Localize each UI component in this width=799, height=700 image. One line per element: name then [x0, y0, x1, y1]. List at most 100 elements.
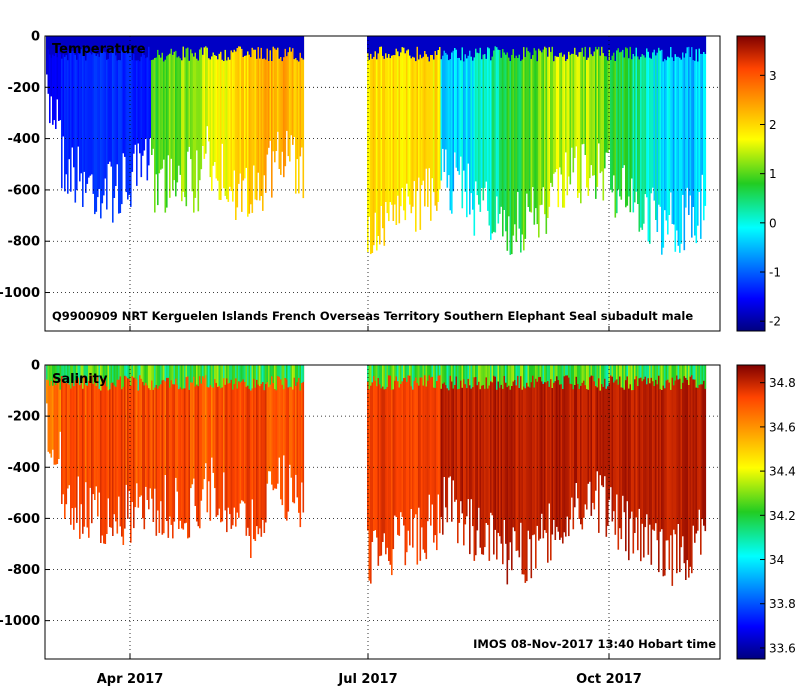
heatmap-surface-cell	[503, 365, 506, 376]
heatmap-surface-cell	[658, 365, 660, 376]
heatmap-column	[127, 365, 129, 519]
heatmap-column	[148, 36, 150, 166]
heatmap-column	[214, 365, 216, 489]
heatmap-column	[175, 365, 177, 478]
heatmap-column	[529, 365, 531, 540]
heatmap-column	[458, 365, 461, 523]
heatmap-column	[86, 365, 89, 528]
salinity-x-ticks	[129, 654, 610, 659]
heatmap-column	[565, 365, 567, 537]
heatmap-column	[401, 36, 404, 188]
heatmap-column	[200, 365, 203, 501]
heatmap-column	[139, 365, 141, 497]
heatmap-surface-cell	[661, 365, 663, 390]
heatmap-column	[629, 36, 632, 213]
heatmap-surface-cell	[91, 365, 93, 376]
heatmap-surface-cell	[68, 36, 71, 52]
heatmap-surface-cell	[149, 36, 152, 61]
heatmap-surface-cell	[476, 36, 479, 53]
heatmap-surface-cell	[134, 36, 137, 61]
heatmap-surface-cell	[238, 36, 240, 47]
heatmap-surface-cell	[428, 365, 431, 376]
heatmap-surface-cell	[272, 365, 275, 383]
heatmap-surface-cell	[370, 36, 372, 54]
heatmap-column	[206, 36, 209, 127]
heatmap-surface-cell	[383, 36, 386, 59]
heatmap-surface-cell	[403, 36, 405, 48]
heatmap-column	[455, 365, 458, 500]
heatmap-column	[574, 365, 576, 508]
heatmap-surface-cell	[233, 36, 236, 50]
heatmap-surface-cell	[131, 365, 134, 377]
heatmap-surface-cell	[617, 36, 620, 49]
heatmap-column	[247, 36, 249, 217]
heatmap-surface-cell	[679, 36, 681, 58]
heatmap-surface-cell	[272, 36, 275, 47]
heatmap-column	[562, 365, 564, 544]
heatmap-column	[298, 365, 300, 513]
heatmap-column	[515, 36, 518, 242]
heatmap-column	[691, 365, 693, 574]
heatmap-column	[536, 365, 539, 526]
heatmap-column	[265, 365, 267, 523]
heatmap-surface-cell	[562, 36, 564, 57]
heatmap-surface-cell	[220, 36, 222, 52]
heatmap-surface-cell	[475, 36, 477, 49]
heatmap-column	[160, 365, 162, 502]
heatmap-surface-cell	[85, 36, 87, 61]
heatmap-column	[182, 365, 185, 530]
heatmap-column	[521, 36, 524, 235]
heatmap-surface-cell	[284, 36, 287, 49]
heatmap-surface-cell	[469, 365, 471, 386]
heatmap-column	[265, 36, 267, 193]
heatmap-surface-cell	[379, 365, 381, 385]
heatmap-column	[508, 36, 510, 217]
heatmap-column	[590, 365, 593, 516]
heatmap-surface-cell	[62, 36, 65, 55]
heatmap-column	[212, 365, 215, 473]
heatmap-column	[134, 36, 137, 145]
heatmap-surface-cell	[373, 365, 375, 377]
heatmap-surface-cell	[629, 365, 632, 385]
heatmap-surface-cell	[607, 36, 609, 61]
heatmap-column	[605, 365, 608, 537]
heatmap-surface-cell	[173, 365, 176, 385]
heatmap-surface-cell	[679, 365, 681, 379]
heatmap-surface-cell	[136, 36, 138, 61]
heatmap-column	[301, 36, 303, 148]
heatmap-column	[122, 365, 125, 545]
heatmap-column	[419, 36, 422, 230]
heatmap-column	[166, 365, 168, 521]
heatmap-column	[151, 36, 153, 155]
heatmap-surface-cell	[635, 365, 638, 377]
heatmap-surface-cell	[526, 36, 528, 48]
heatmap-column	[589, 365, 591, 482]
heatmap-column	[100, 36, 102, 219]
y-tick-label: -600	[7, 512, 40, 527]
heatmap-column	[539, 36, 542, 206]
heatmap-surface-cell	[539, 365, 542, 377]
heatmap-surface-cell	[190, 36, 192, 50]
heatmap-column	[572, 36, 575, 173]
temperature-caption: Q9900909 NRT Kerguelen Islands French Ov…	[52, 309, 693, 323]
heatmap-surface-cell	[604, 365, 606, 379]
heatmap-surface-cell	[505, 365, 507, 383]
heatmap-column	[418, 365, 420, 508]
heatmap-column	[412, 365, 414, 548]
heatmap-column	[421, 36, 423, 186]
heatmap-surface-cell	[547, 365, 549, 382]
heatmap-surface-cell	[566, 36, 569, 60]
heatmap-column	[299, 365, 302, 528]
heatmap-column	[446, 36, 449, 188]
heatmap-surface-cell	[77, 365, 80, 378]
heatmap-column	[284, 365, 287, 519]
heatmap-column	[659, 36, 662, 207]
heatmap-surface-cell	[109, 365, 111, 390]
heatmap-column	[664, 36, 666, 211]
heatmap-column	[674, 365, 677, 535]
heatmap-surface-cell	[616, 36, 618, 51]
heatmap-column	[389, 365, 392, 565]
heatmap-surface-cell	[262, 365, 264, 382]
heatmap-surface-cell	[650, 36, 653, 59]
heatmap-surface-cell	[425, 365, 428, 387]
